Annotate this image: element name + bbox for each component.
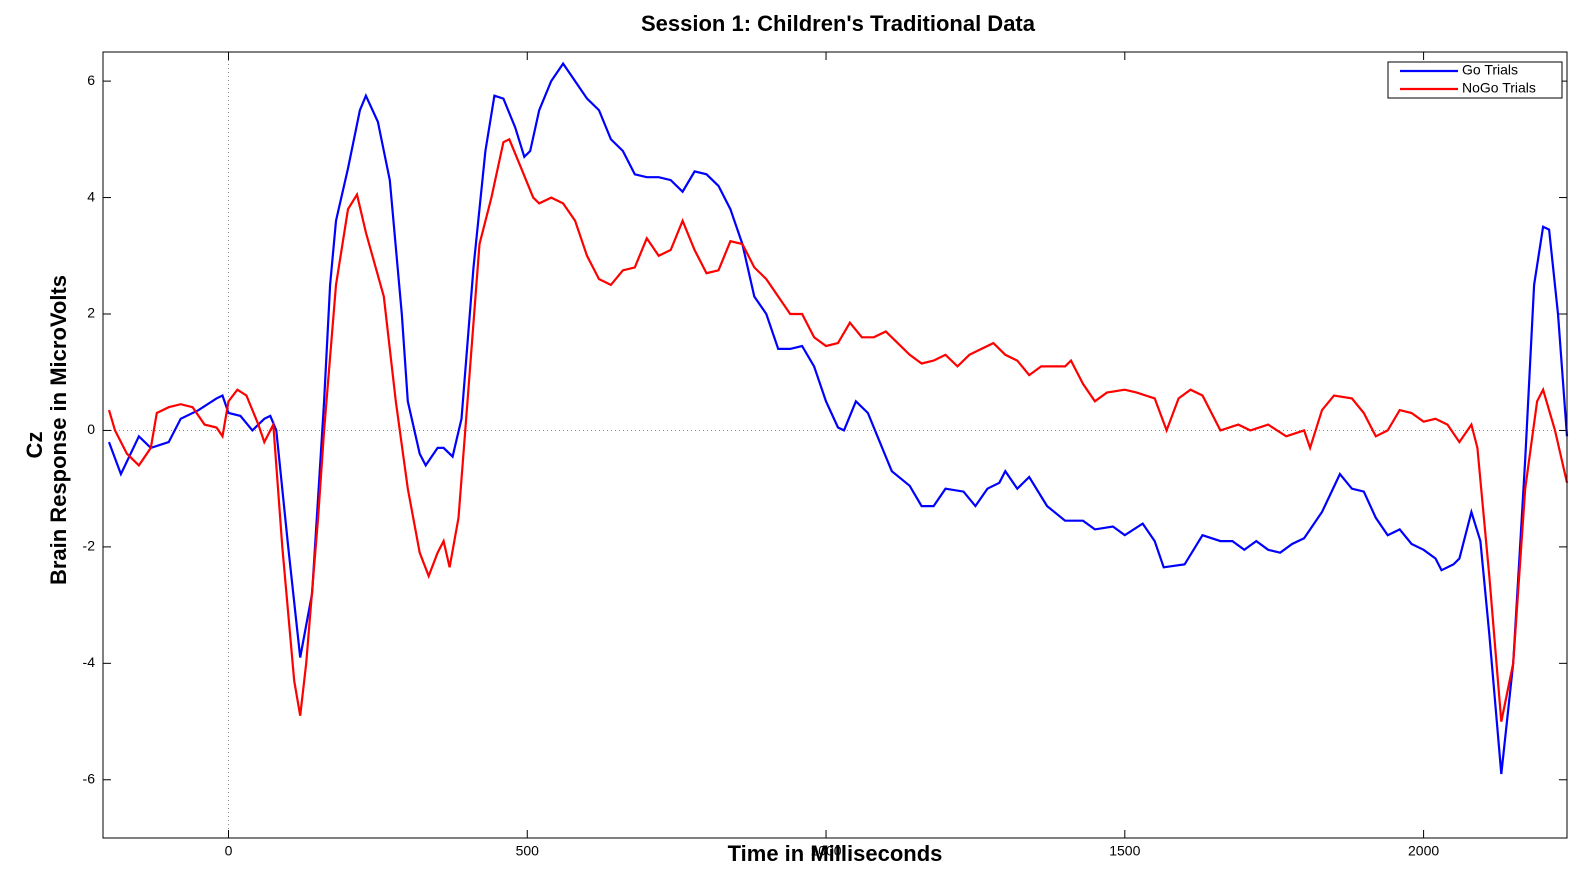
legend-label: Go Trials (1462, 62, 1518, 78)
y-tick-label: -6 (83, 770, 96, 786)
chart-title: Session 1: Children's Traditional Data (641, 11, 1036, 36)
y-tick-label: 4 (87, 188, 95, 204)
y-axis-label: Brain Response in MicroVolts (46, 275, 71, 585)
x-tick-label: 500 (516, 843, 540, 859)
x-tick-label: 0 (225, 843, 233, 859)
y-tick-label: 2 (87, 305, 95, 321)
x-tick-label: 1000 (810, 843, 841, 859)
legend-label: NoGo Trials (1462, 80, 1536, 96)
y-tick-label: 0 (87, 421, 95, 437)
legend-box (1387, 61, 1563, 99)
plot-frame (102, 51, 1568, 839)
y-tick-label: -4 (83, 654, 96, 670)
x-tick-label: 1500 (1109, 843, 1140, 859)
x-axis-label: Time in Milliseconds (728, 841, 943, 866)
data-line (107, 137, 1569, 722)
y-axis-label: Cz (22, 432, 47, 459)
x-tick-label: 2000 (1408, 843, 1439, 859)
data-line (107, 61, 1569, 775)
y-tick-label: -2 (83, 538, 96, 554)
y-tick-label: 6 (87, 72, 95, 88)
